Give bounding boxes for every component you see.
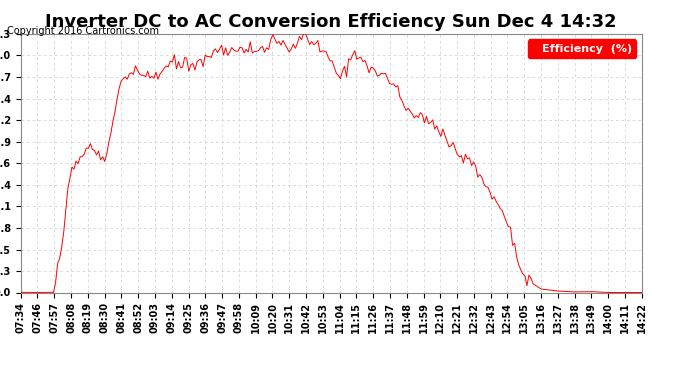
Legend: Efficiency  (%): Efficiency (%) bbox=[529, 39, 636, 58]
Title: Inverter DC to AC Conversion Efficiency Sun Dec 4 14:32: Inverter DC to AC Conversion Efficiency … bbox=[46, 13, 617, 31]
Text: Copyright 2016 Cartronics.com: Copyright 2016 Cartronics.com bbox=[7, 26, 159, 36]
